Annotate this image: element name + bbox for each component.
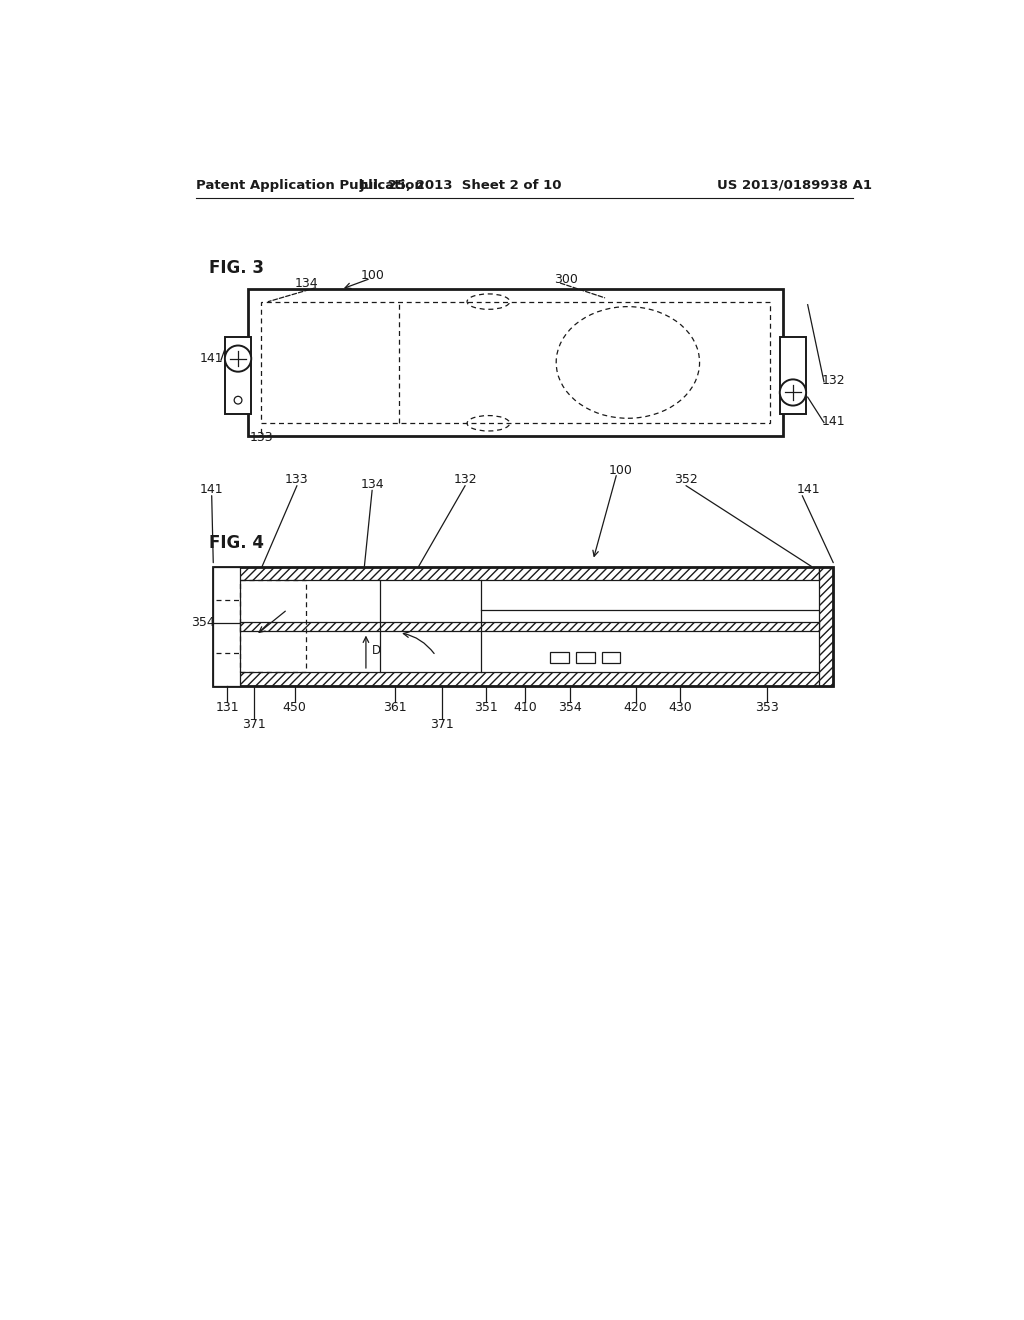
Text: D: D xyxy=(372,644,381,657)
Text: 352: 352 xyxy=(674,473,698,486)
Text: 430: 430 xyxy=(668,701,691,714)
Text: 371: 371 xyxy=(242,718,265,731)
Text: 361: 361 xyxy=(384,701,408,714)
Text: 134: 134 xyxy=(360,478,384,491)
Text: 420: 420 xyxy=(624,701,647,714)
Text: 410: 410 xyxy=(513,701,537,714)
Bar xyxy=(241,622,819,631)
Bar xyxy=(575,652,595,663)
Text: 353: 353 xyxy=(756,701,779,714)
Text: 141: 141 xyxy=(821,416,845,428)
Circle shape xyxy=(225,346,251,372)
Text: 141: 141 xyxy=(200,352,223,366)
Text: FIG. 4: FIG. 4 xyxy=(209,535,264,552)
Text: 371: 371 xyxy=(430,718,454,731)
Text: 351: 351 xyxy=(474,701,498,714)
Text: US 2013/0189938 A1: US 2013/0189938 A1 xyxy=(717,178,872,191)
Text: 354: 354 xyxy=(558,701,582,714)
Text: 131: 131 xyxy=(215,701,239,714)
Bar xyxy=(819,566,834,686)
Bar xyxy=(225,337,251,414)
Circle shape xyxy=(234,396,242,404)
Text: 133: 133 xyxy=(285,473,309,486)
Bar xyxy=(779,337,806,414)
Bar xyxy=(260,302,770,424)
Text: FIG. 3: FIG. 3 xyxy=(209,259,264,277)
Text: 100: 100 xyxy=(360,269,384,282)
Bar xyxy=(550,652,569,663)
Text: 354: 354 xyxy=(191,616,215,630)
Bar xyxy=(248,289,783,436)
Text: 100: 100 xyxy=(608,463,632,477)
Text: 132: 132 xyxy=(821,374,845,387)
Bar xyxy=(241,581,306,672)
Bar xyxy=(213,566,819,581)
Text: 133: 133 xyxy=(250,430,273,444)
Text: Jul. 25, 2013  Sheet 2 of 10: Jul. 25, 2013 Sheet 2 of 10 xyxy=(360,178,562,191)
Text: Patent Application Publication: Patent Application Publication xyxy=(197,178,424,191)
Text: 141: 141 xyxy=(200,483,223,496)
Bar xyxy=(213,566,241,686)
Bar xyxy=(601,652,621,663)
Text: 134: 134 xyxy=(295,277,318,290)
Bar xyxy=(213,566,834,686)
Text: 141: 141 xyxy=(797,483,820,496)
Text: 132: 132 xyxy=(454,473,477,486)
Bar xyxy=(213,672,834,686)
Circle shape xyxy=(779,379,806,405)
Bar xyxy=(213,566,834,686)
Text: 450: 450 xyxy=(283,701,306,714)
Text: 300: 300 xyxy=(554,273,578,286)
